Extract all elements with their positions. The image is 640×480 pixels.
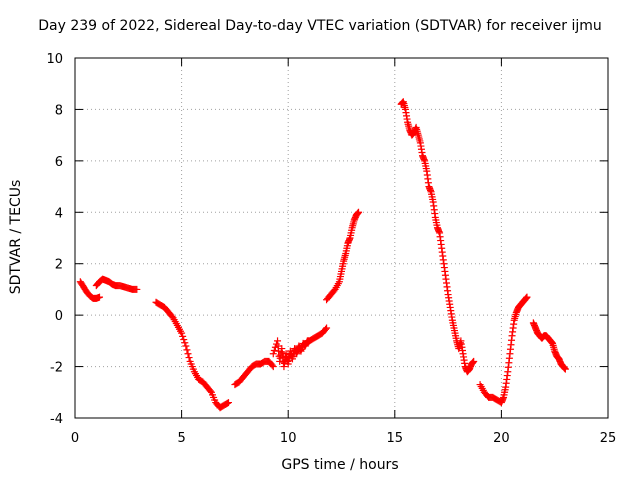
y-tick-label: 6: [55, 155, 63, 170]
data-point: [223, 399, 231, 407]
data-point: [133, 285, 141, 293]
x-tick-label: 10: [280, 431, 297, 446]
data-point: [96, 293, 104, 301]
chart-title: Day 239 of 2022, Sidereal Day-to-day VTE…: [38, 18, 602, 34]
data-point: [184, 350, 192, 358]
data-point: [523, 293, 531, 301]
y-tick-label: -2: [50, 361, 63, 376]
x-axis-label: GPS time / hours: [281, 457, 399, 473]
data-point: [225, 399, 233, 407]
x-tick-label: 20: [493, 431, 510, 446]
data-point: [185, 354, 193, 362]
data-point: [322, 325, 330, 333]
data-point: [470, 357, 478, 365]
data-point: [323, 324, 331, 332]
data-point: [355, 208, 363, 216]
axis-ticks: 0 5 10 15 20 25 -4 -2 0 2 4 6 8 10: [46, 52, 616, 446]
x-tick-label: 25: [600, 431, 617, 446]
data-series: [76, 98, 569, 412]
grid-lines: [75, 58, 608, 418]
data-point: [206, 387, 214, 395]
data-point: [180, 336, 188, 344]
x-tick-label: 0: [71, 431, 79, 446]
y-tick-label: 8: [55, 103, 63, 118]
x-tick-label: 15: [387, 431, 404, 446]
y-tick-label: 10: [46, 52, 63, 67]
y-tick-label: 0: [55, 309, 63, 324]
x-tick-label: 5: [177, 431, 185, 446]
data-point: [269, 363, 277, 371]
data-point: [181, 339, 189, 347]
data-point: [178, 329, 186, 337]
data-point: [268, 361, 276, 369]
plot-frame: [74, 57, 609, 419]
data-point: [179, 332, 187, 340]
data-point: [561, 365, 569, 373]
data-point: [270, 347, 278, 354]
y-tick-label: -4: [50, 412, 63, 427]
data-point: [183, 346, 191, 354]
y-tick-label: 4: [55, 206, 63, 221]
y-tick-label: 2: [55, 258, 63, 273]
data-point: [269, 350, 277, 358]
data-point: [182, 342, 190, 350]
